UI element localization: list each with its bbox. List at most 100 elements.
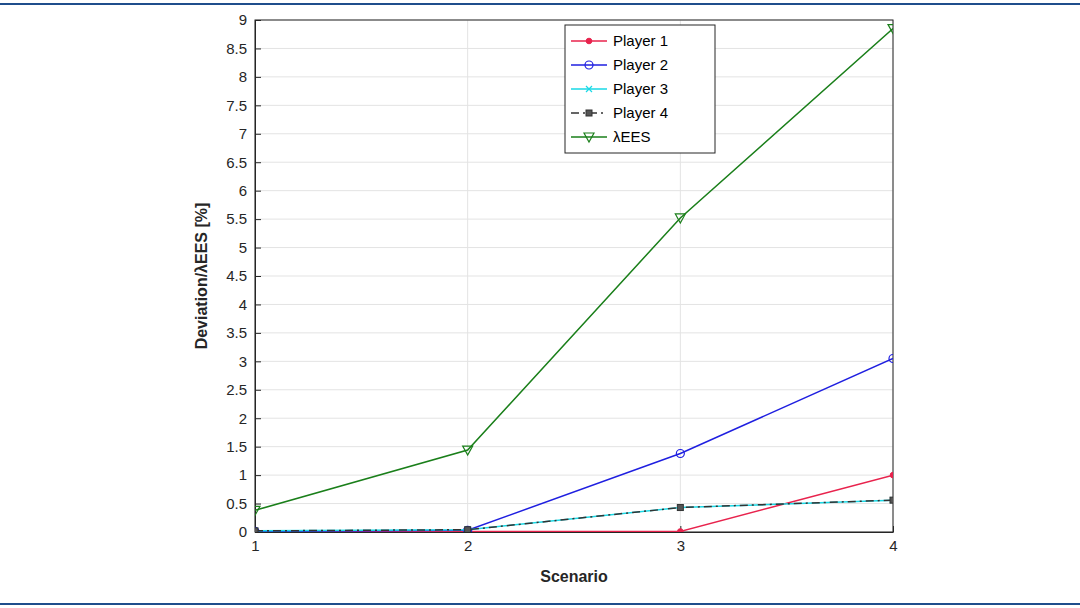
series-marker — [675, 214, 685, 223]
legend-marker — [586, 110, 592, 116]
x-tick: 2 — [464, 526, 472, 554]
series-marker — [465, 527, 471, 532]
y-tick: 6 — [239, 182, 261, 199]
series-marker — [255, 529, 258, 532]
series-marker — [890, 497, 893, 503]
y-tick: 8 — [239, 68, 261, 85]
y-tick: 3.5 — [226, 324, 261, 341]
y-axis-title: Deviation/λEES [%] — [193, 203, 210, 350]
y-tick-label: 4.5 — [226, 267, 247, 284]
y-tick-label: 3 — [239, 353, 247, 370]
y-tick-mark — [255, 333, 261, 334]
legend-marker — [584, 133, 594, 142]
legend-swatch — [571, 64, 607, 66]
y-tick: 7 — [239, 125, 261, 142]
y-tick-mark — [255, 77, 261, 78]
series-marker — [676, 449, 684, 457]
series-marker — [890, 472, 893, 478]
x-tick-mark — [893, 526, 894, 532]
y-tick-label: 1 — [239, 466, 247, 483]
y-tick-mark — [255, 20, 261, 21]
y-tick-mark — [255, 134, 261, 135]
top-border — [0, 3, 1080, 5]
y-tick-label: 5.5 — [226, 210, 247, 227]
series-marker — [465, 527, 471, 532]
legend: Player 1 Player 2 Player 3 Player 4 λEES — [565, 25, 715, 153]
grid-line-y — [255, 190, 893, 191]
y-tick-label: 8 — [239, 68, 247, 85]
y-tick-label: 6 — [239, 182, 247, 199]
y-tick-label: 7 — [239, 125, 247, 142]
series-line — [255, 500, 893, 531]
legend-label: Player 2 — [613, 56, 668, 73]
y-tick: 2 — [239, 410, 261, 427]
y-tick-label: 2.5 — [226, 381, 247, 398]
y-tick-label: 4 — [239, 296, 247, 313]
series-marker — [890, 497, 893, 503]
grid-line-y — [255, 475, 893, 476]
legend-label: λEES — [613, 128, 651, 145]
y-tick-label: 0.5 — [226, 495, 247, 512]
series-marker — [255, 528, 258, 532]
series-marker — [889, 354, 893, 362]
y-tick-mark — [255, 361, 261, 362]
y-tick: 8.5 — [226, 40, 261, 57]
y-tick-label: 5 — [239, 239, 247, 256]
series-marker — [255, 527, 259, 532]
series-group — [255, 25, 893, 532]
x-tick-label: 1 — [251, 537, 259, 554]
x-tick-label: 3 — [677, 537, 685, 554]
y-tick-mark — [255, 162, 261, 163]
y-tick: 1.5 — [226, 438, 261, 455]
series-line — [255, 358, 893, 531]
y-tick: 0 — [239, 523, 261, 540]
y-tick-label: 3.5 — [226, 324, 247, 341]
y-tick: 2.5 — [226, 381, 261, 398]
y-tick-label: 1.5 — [226, 438, 247, 455]
legend-label: Player 1 — [613, 32, 668, 49]
grid-line-y — [255, 446, 893, 447]
grid — [255, 20, 893, 532]
y-tick: 7.5 — [226, 97, 261, 114]
y-tick-mark — [255, 390, 261, 391]
y-tick: 1 — [239, 466, 261, 483]
series-marker — [255, 506, 260, 515]
grid-line-y — [255, 304, 893, 305]
y-tick: 4.5 — [226, 267, 261, 284]
grid-line-y — [255, 361, 893, 362]
series-marker — [463, 446, 473, 455]
legend-label: Player 3 — [613, 80, 668, 97]
y-tick-label: 9 — [239, 11, 247, 28]
y-tick: 0.5 — [226, 495, 261, 512]
y-tick-mark — [255, 105, 261, 106]
grid-line-y — [255, 162, 893, 163]
y-tick-mark — [255, 447, 261, 448]
y-tick-label: 2 — [239, 410, 247, 427]
series-marker — [678, 529, 684, 532]
legend-marker — [586, 86, 592, 92]
y-tick: 4 — [239, 296, 261, 313]
legend-marker — [585, 61, 593, 69]
x-tick: 1 — [251, 526, 259, 554]
y-tick-mark — [255, 504, 261, 505]
plot: 1 2 3 4 0 0.5 1 1.5 2 2.5 3 3.5 4 4.5 5 5.5 6 6.5 7 7.5 8 8.5… — [226, 11, 898, 553]
series-line — [255, 500, 893, 531]
y-tick-mark — [255, 532, 261, 533]
y-tick: 6.5 — [226, 154, 261, 171]
legend-label: Player 4 — [613, 104, 668, 121]
y-tick-label: 0 — [239, 523, 247, 540]
legend-marker — [586, 38, 592, 44]
y-axis: 0 0.5 1 1.5 2 2.5 3 3.5 4 4.5 5 5.5 6 6.5 7 7.5 8 8.5 9 — [226, 11, 261, 540]
x-tick-label: 4 — [889, 537, 897, 554]
y-tick-mark — [255, 418, 261, 419]
y-tick-mark — [255, 248, 261, 249]
series-marker — [255, 528, 258, 532]
series-marker — [677, 505, 683, 511]
y-tick: 5 — [239, 239, 261, 256]
grid-line-y — [255, 389, 893, 390]
x-axis-title: Scenario — [540, 568, 608, 585]
bottom-border — [0, 603, 1080, 605]
x-tick-label: 2 — [464, 537, 472, 554]
y-tick-label: 6.5 — [226, 154, 247, 171]
grid-line-y — [255, 276, 893, 277]
